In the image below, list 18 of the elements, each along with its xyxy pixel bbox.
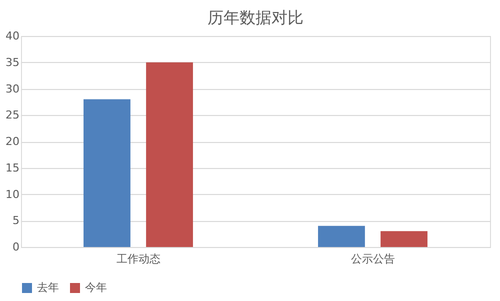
- bar: [84, 99, 130, 247]
- bar: [318, 226, 365, 247]
- y-tick-label: 10: [6, 188, 20, 201]
- y-tick-label: 30: [6, 82, 20, 96]
- y-tick-label: 15: [6, 161, 20, 174]
- legend-label: 去年: [37, 281, 59, 294]
- y-tick-label: 20: [6, 135, 20, 148]
- chart-title: 历年数据对比: [208, 8, 304, 27]
- legend-label: 今年: [85, 281, 107, 294]
- y-tick-label: 40: [6, 30, 20, 42]
- x-tick-label: 公示公告: [350, 252, 395, 266]
- y-tick-label: 35: [6, 56, 20, 69]
- bar: [380, 231, 428, 247]
- y-tick-label: 5: [12, 214, 20, 228]
- y-tick-label: 25: [6, 108, 20, 122]
- x-tick-label: 工作动态: [116, 252, 160, 266]
- bar: [146, 62, 193, 247]
- y-tick-label: 0: [12, 240, 20, 254]
